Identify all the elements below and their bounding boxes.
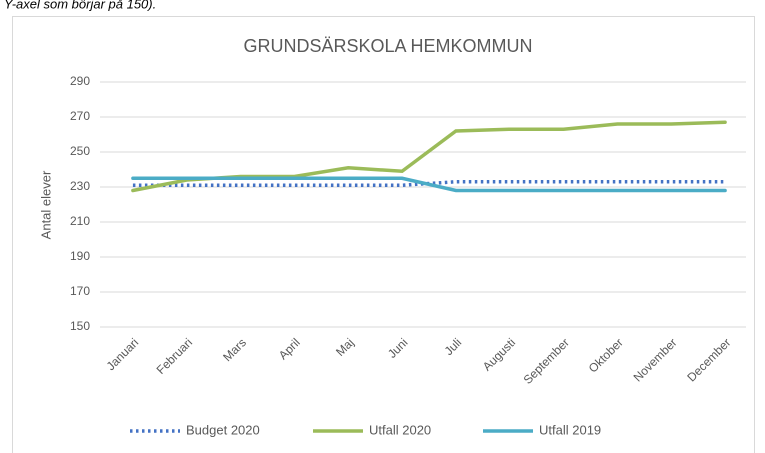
y-tick-label: 250: [70, 144, 90, 158]
y-tick-label: 290: [70, 74, 90, 88]
y-tick-label: 170: [70, 284, 90, 298]
chart-title: GRUNDSÄRSKOLA HEMKOMMUN: [243, 36, 532, 56]
line-series: [131, 176, 727, 193]
legend-label: Utfall 2020: [369, 422, 431, 437]
legend-label: Budget 2020: [186, 422, 260, 437]
y-tick-label: 150: [70, 319, 90, 333]
y-tick-label: 270: [70, 109, 90, 123]
y-tick-label: 230: [70, 179, 90, 193]
y-tick-label: 210: [70, 214, 90, 228]
chart-border: [12, 16, 755, 453]
y-tick-label: 190: [70, 249, 90, 263]
legend-label: Utfall 2019: [539, 422, 601, 437]
caption: Y-axel som börjar på 150).: [4, 0, 156, 11]
y-axis-label: Antal elever: [38, 170, 53, 239]
